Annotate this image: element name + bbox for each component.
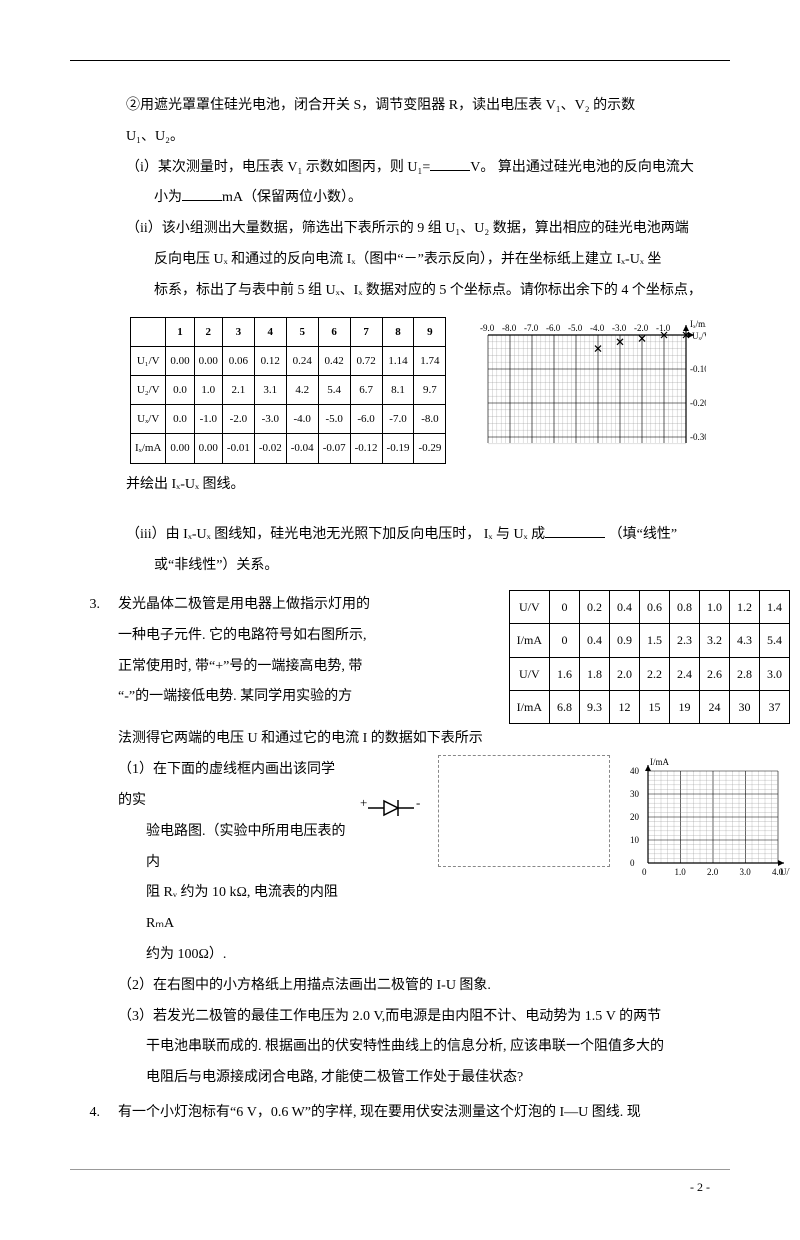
item-i: （i）某次测量时，电压表 V₁ 示数如图丙，则 U₁= V。 算出通过硅光电池的反… [70, 153, 730, 184]
step2-line1: ②用遮光罩罩住硅光电池，闭合开关 S，调节变阻器 R，读出电压表 V₁、V₂ 的… [70, 91, 730, 122]
svg-text:0: 0 [642, 867, 647, 877]
q3-p3a: （3）若发光二极管的最佳工作电压为 2.0 V,而电源是由内阻不计、电动势为 1… [118, 1002, 790, 1033]
q4-number: 4. [70, 1098, 108, 1129]
item-ii-b: 反向电压 Uₓ 和通过的反向电流 Iₓ（图中“－”表示反向），并在坐标纸上建立 … [70, 245, 730, 276]
q3-l4: “-”的一端接低电势. 某同学用实验的方 [118, 682, 493, 713]
svg-text:I/mA: I/mA [650, 757, 669, 767]
svg-text:-4.0: -4.0 [590, 323, 605, 333]
svg-text:3.0: 3.0 [740, 867, 752, 877]
svg-text:1.0: 1.0 [675, 867, 687, 877]
svg-text:-0.10: -0.10 [690, 364, 706, 374]
svg-text:-9.0: -9.0 [480, 323, 495, 333]
circuit-dashed-box [438, 755, 610, 867]
blank-ma [182, 186, 222, 201]
i-text-b: V。 算出通过硅光电池的反向电流大 [470, 160, 694, 175]
q4-l1: 有一个小灯泡标有“6 V，0.6 W”的字样, 现在要用伏安法测量这个灯泡的 I… [118, 1098, 730, 1129]
q3-l5: 法测得它两端的电压 U 和通过它的电流 I 的数据如下表所示 [118, 724, 790, 755]
q3-p3c: 电阻后与电源接成闭合电路, 才能使二极管工作处于最佳状态? [118, 1063, 790, 1094]
svg-text:2.0: 2.0 [707, 867, 719, 877]
item-iii-c: 或“非线性”）关系。 [70, 551, 730, 582]
graph-after: 并绘出 Iₓ-Uₓ 图线。 [70, 470, 730, 501]
iii-a: （iii）由 Iₓ-Uₓ 图线知，硅光电池无光照下加反向电压时， Iₓ 与 Uₓ… [126, 527, 545, 542]
i-text-c: 小为 [154, 190, 182, 205]
svg-text:-7.0: -7.0 [524, 323, 539, 333]
page-number: - 2 - [70, 1169, 730, 1200]
svg-text:-0.30: -0.30 [690, 432, 706, 442]
svg-text:40: 40 [630, 766, 640, 776]
diode-plus: + [360, 795, 367, 810]
q3-block: 3. 发光晶体二极管是用电器上做指示灯用的 一种电子元件. 它的电路符号如右图所… [70, 590, 730, 1094]
q3-p1d: 约为 100Ω）. [118, 940, 348, 971]
step2-line2: U₁、U₂。 [70, 122, 730, 153]
blank-linear [545, 523, 605, 538]
q3-l2: 一种电子元件. 它的电路符号如右图所示, [118, 621, 493, 652]
q3-p1c: 阻 Rᵥ 约为 10 kΩ, 电流表的内阻 RₘA [118, 878, 348, 940]
item-ii-c: 标系，标出了与表中前 5 组 Uₓ、Iₓ 数据对应的 5 个坐标点。请你标出余下… [70, 276, 730, 307]
q4-block: 4. 有一个小灯泡标有“6 V，0.6 W”的字样, 现在要用伏安法测量这个灯泡… [70, 1098, 730, 1129]
data-table-1: 123456789 U₁/V0.000.000.060.120.240.420.… [130, 317, 446, 464]
svg-text:Iₓ/mA: Iₓ/mA [690, 319, 706, 329]
svg-text:-5.0: -5.0 [568, 323, 583, 333]
diode-symbol: + - [358, 755, 428, 834]
svg-text:20: 20 [630, 812, 640, 822]
i-text-d: mA（保留两位小数）。 [222, 190, 362, 205]
diode-minus: - [416, 795, 420, 810]
ix-ux-graph: -9.0 -8.0 -7.0 -6.0 -5.0 -4.0 -3.0 -2.0 -1.0 Uₓ/V… [456, 317, 706, 457]
svg-text:4.0: 4.0 [772, 867, 784, 877]
q3-table: U/V00.20.40.60.81.01.21.4I/mA00.40.91.52… [509, 590, 790, 725]
q3-l3: 正常使用时, 带“+”号的一端接高电势, 带 [118, 652, 493, 683]
q3-p3b: 干电池串联而成的. 根据画出的伏安特性曲线上的信息分析, 应该串联一个阻值多大的 [118, 1032, 790, 1063]
q3-p2: （2）在右图中的小方格纸上用描点法画出二极管的 I-U 图象. [118, 971, 790, 1002]
svg-text:-3.0: -3.0 [612, 323, 627, 333]
i-text-a: （i）某次测量时，电压表 V₁ 示数如图丙，则 U₁= [126, 160, 430, 175]
item-ii-a: （ii）该小组测出大量数据，筛选出下表所示的 9 组 U₁、U₂ 数据，算出相应… [70, 214, 730, 245]
q3-number: 3. [70, 590, 108, 621]
q3-p1b: 验电路图.（实验中所用电压表的内 [118, 817, 348, 879]
q3-l1: 发光晶体二极管是用电器上做指示灯用的 [118, 590, 493, 621]
item-iii: （iii）由 Iₓ-Uₓ 图线知，硅光电池无光照下加反向电压时， Iₓ 与 Uₓ… [70, 520, 730, 551]
iu-graph: I/mAU/V40302010001.02.03.04.0 [620, 755, 790, 885]
svg-text:-0.20: -0.20 [690, 398, 706, 408]
table-graph-row: 123456789 U₁/V0.000.000.060.120.240.420.… [130, 317, 730, 464]
svg-text:Uₓ/V: Uₓ/V [692, 331, 706, 341]
svg-text:0: 0 [630, 858, 635, 868]
svg-text:10: 10 [630, 835, 640, 845]
top-rule [70, 60, 730, 61]
svg-text:30: 30 [630, 789, 640, 799]
item-i-cont: 小为 mA（保留两位小数）。 [70, 183, 730, 214]
iii-b: （填“线性” [609, 527, 677, 542]
svg-text:-2.0: -2.0 [634, 323, 649, 333]
svg-text:-6.0: -6.0 [546, 323, 561, 333]
blank-u1 [430, 156, 470, 171]
svg-text:-8.0: -8.0 [502, 323, 517, 333]
svg-text:-1.0: -1.0 [656, 323, 671, 333]
q3-p1a: （1）在下面的虚线框内画出该同学的实 [118, 755, 348, 817]
